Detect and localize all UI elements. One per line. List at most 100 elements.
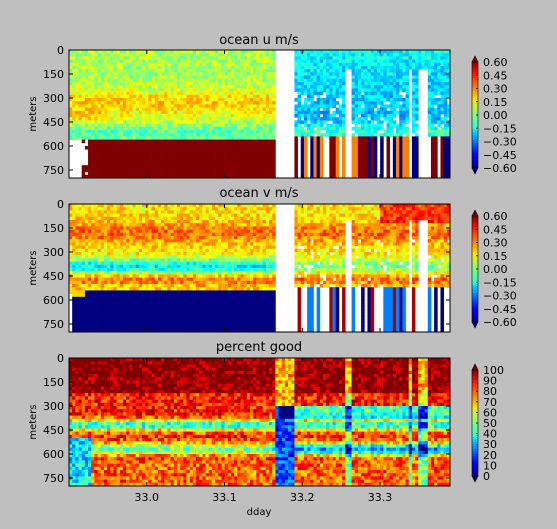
heatmap-cell (97, 107, 102, 112)
heatmap-cell (186, 149, 190, 153)
heatmap-cell (342, 107, 346, 112)
heatmap-cell (129, 117, 133, 121)
heatmap-cell (113, 85, 117, 89)
heatmap-cell (110, 82, 114, 86)
heatmap-cell (78, 98, 83, 102)
heatmap-cell (84, 328, 89, 333)
heatmap-cell (240, 85, 244, 89)
heatmap-cell (408, 59, 413, 64)
heatmap-cell (78, 328, 83, 333)
heatmap-cell (173, 66, 178, 70)
heatmap-cell (126, 82, 130, 86)
heatmap-cell (427, 130, 432, 134)
heatmap-cell (230, 120, 235, 124)
heatmap-cell (399, 78, 403, 83)
heatmap-cell (319, 66, 324, 70)
heatmap-cell (361, 168, 365, 172)
heatmap-cell (218, 69, 222, 73)
heatmap-cell (230, 78, 235, 83)
heatmap-cell (361, 59, 365, 64)
heatmap-cell (97, 280, 102, 285)
heatmap-cell (357, 56, 362, 60)
heatmap-cell (246, 114, 251, 118)
heatmap-cell (208, 53, 213, 57)
heatmap-cell (148, 152, 152, 156)
heatmap-cell (205, 88, 210, 92)
heatmap-cell (119, 94, 124, 99)
heatmap-cell (94, 146, 98, 150)
heatmap-cell (75, 325, 79, 330)
heatmap-cell (107, 98, 111, 102)
heatmap-cell (110, 252, 114, 256)
heatmap-cell (145, 133, 149, 137)
heatmap-cell (430, 110, 435, 115)
heatmap-cell (329, 88, 333, 92)
heatmap-cell (81, 165, 86, 169)
heatmap-cell (434, 165, 438, 169)
heatmap-cell (389, 72, 394, 76)
y-tick-label: 150 (43, 68, 64, 81)
heatmap-cell (272, 146, 276, 150)
heatmap-cell (335, 101, 340, 105)
heatmap-cell (91, 72, 95, 76)
heatmap-cell (307, 78, 311, 83)
heatmap-cell (396, 162, 400, 166)
heatmap-cell (167, 98, 171, 102)
heatmap-cell (329, 101, 333, 105)
heatmap-cell (392, 139, 397, 144)
heatmap-cell (392, 146, 397, 150)
heatmap-cell (126, 50, 130, 54)
heatmap-cell (88, 255, 92, 259)
heatmap-cell (202, 110, 206, 115)
heatmap-cell (103, 123, 108, 128)
heatmap-cell (386, 155, 391, 160)
heatmap-cell (313, 139, 317, 144)
heatmap-cell (392, 88, 397, 92)
heatmap-cell (167, 133, 171, 137)
heatmap-cell (151, 75, 156, 80)
heatmap-cell (94, 82, 98, 86)
heatmap-cell (88, 98, 92, 102)
heatmap-cell (151, 165, 156, 169)
heatmap-cell (329, 72, 333, 76)
heatmap-cell (81, 204, 86, 208)
heatmap-cell (294, 78, 298, 83)
heatmap-cell (256, 126, 260, 131)
heatmap-cell (119, 300, 124, 304)
heatmap-cell (307, 94, 311, 99)
heatmap-cell (351, 155, 356, 160)
heatmap-cell (367, 155, 371, 160)
heatmap-cell (300, 85, 305, 89)
heatmap-cell (81, 296, 86, 301)
heatmap-cell (342, 94, 346, 99)
heatmap-cell (354, 165, 359, 169)
heatmap-cell (183, 82, 187, 86)
heatmap-cell (380, 171, 384, 176)
heatmap-cell (357, 91, 362, 96)
heatmap-cell (208, 165, 213, 169)
heatmap-cell (129, 296, 133, 301)
heatmap-cell (113, 120, 117, 124)
heatmap-cell (81, 171, 86, 176)
heatmap-cell (205, 62, 210, 67)
heatmap-cell (446, 91, 451, 96)
heatmap-cell (427, 110, 432, 115)
heatmap-cell (234, 104, 238, 108)
heatmap-cell (88, 69, 92, 73)
heatmap-cell (427, 114, 432, 118)
heatmap-cell (246, 66, 251, 70)
heatmap-cell (183, 120, 187, 124)
heatmap-cell (202, 56, 206, 60)
heatmap-cell (399, 75, 403, 80)
heatmap-cell (240, 136, 244, 140)
heatmap-cell (354, 110, 359, 115)
heatmap-cell (329, 165, 333, 169)
heatmap-cell (221, 142, 225, 147)
heatmap-cell (221, 130, 225, 134)
heatmap-cell (167, 146, 171, 150)
heatmap-cell (97, 171, 102, 176)
heatmap-cell (138, 123, 143, 128)
heatmap-cell (173, 155, 178, 160)
heatmap-cell (84, 88, 89, 92)
heatmap-cell (72, 261, 76, 266)
